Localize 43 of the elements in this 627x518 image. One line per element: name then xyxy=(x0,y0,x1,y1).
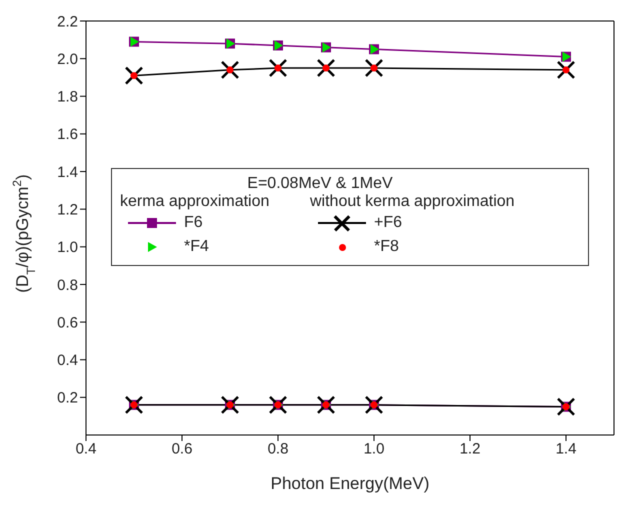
y-tick-label: 1.2 xyxy=(57,202,78,219)
y-tick-label: 0.6 xyxy=(57,314,78,332)
legend-label: +F6 xyxy=(374,214,402,232)
point xyxy=(124,396,144,414)
y-tick-label: 0.8 xyxy=(57,276,78,294)
point xyxy=(268,58,288,78)
y-tick-label: 2.2 xyxy=(57,13,78,30)
x-tick-label: 0.8 xyxy=(268,440,288,458)
point xyxy=(556,60,576,80)
x-tick-label: 1.4 xyxy=(556,440,576,458)
point xyxy=(364,396,384,414)
legend-label: *F4 xyxy=(184,238,209,256)
y-tick-label: 0.2 xyxy=(57,390,78,407)
y-tick-label: 0.4 xyxy=(57,352,78,370)
x-tick-label: 0.4 xyxy=(76,440,96,458)
y-tick-label: 1.8 xyxy=(57,88,78,106)
point xyxy=(316,396,336,414)
point xyxy=(556,398,576,416)
annotation: kerma approximation xyxy=(120,193,270,211)
legend-label: *F8 xyxy=(374,238,399,256)
point xyxy=(274,64,282,72)
point xyxy=(220,396,240,414)
x-tick-label: 1.2 xyxy=(460,440,480,458)
point xyxy=(562,66,570,74)
annotation: without kerma approximation xyxy=(310,193,516,211)
point xyxy=(316,58,336,78)
legend-label: F6 xyxy=(184,214,203,232)
point xyxy=(220,60,240,80)
x-axis-title: Photon Energy(MeV) xyxy=(270,474,430,493)
legend-title: E=0.08MeV & 1MeV xyxy=(247,175,393,192)
point xyxy=(124,66,144,85)
x-tick-label: 1.0 xyxy=(364,440,384,458)
point xyxy=(226,66,234,74)
y-tick-label: 2.0 xyxy=(57,50,78,68)
point xyxy=(268,396,288,414)
point xyxy=(370,64,378,72)
y-tick-label: 1.0 xyxy=(57,239,78,256)
point xyxy=(322,64,330,72)
x-tick-label: 0.6 xyxy=(172,440,192,458)
point xyxy=(364,58,384,78)
y-tick-label: 1.6 xyxy=(57,126,78,144)
y-tick-label: 1.4 xyxy=(57,164,78,181)
point xyxy=(130,72,138,80)
